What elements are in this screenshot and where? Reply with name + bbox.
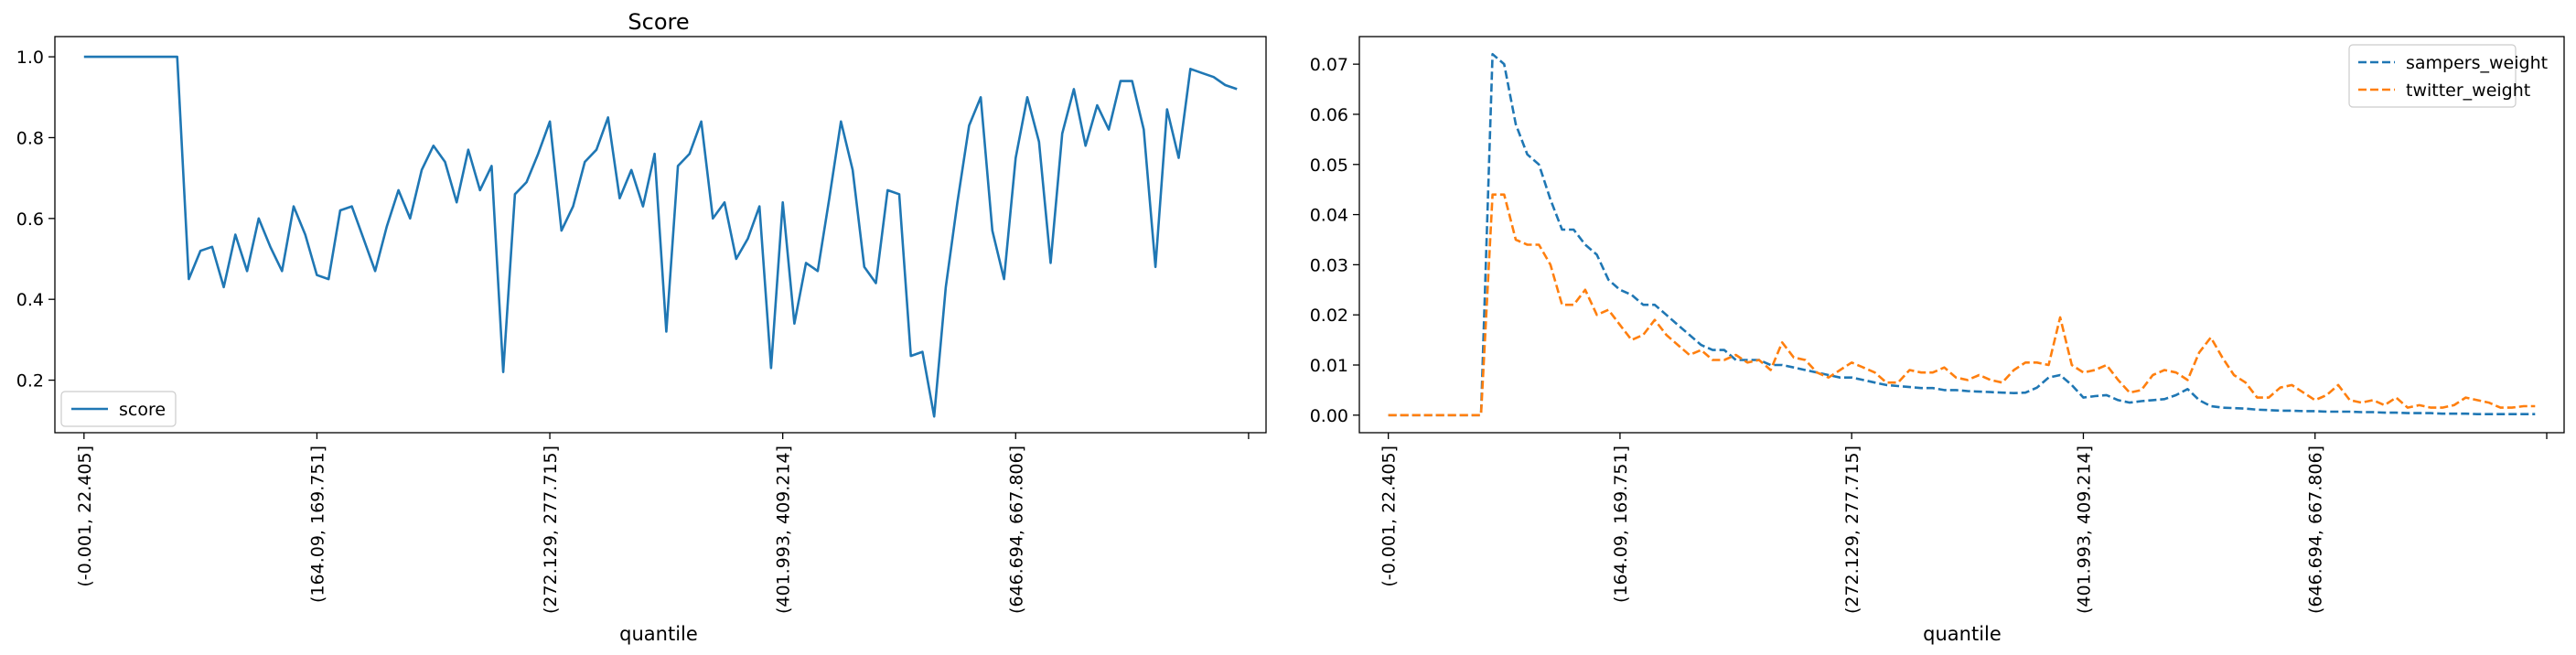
y-tick-label: 0.00 <box>1310 406 1348 426</box>
y-tick-label: 1.0 <box>16 48 44 68</box>
y-tick-label: 0.03 <box>1310 255 1348 275</box>
y-tick-label: 0.4 <box>16 290 44 310</box>
y-tick-label: 0.6 <box>16 209 44 230</box>
x-tick-label: (272.129, 277.715] <box>1842 446 1862 614</box>
y-tick-label: 0.01 <box>1310 356 1348 376</box>
sampers-weight-legend-label: sampers_weight <box>2406 53 2548 73</box>
score-line <box>83 55 1238 418</box>
weight-legend: sampers_weight twitter_weight <box>2348 44 2548 108</box>
y-tick-label: 0.07 <box>1310 55 1348 75</box>
score-x-axis-title: quantile <box>619 623 698 645</box>
score-legend-box <box>60 391 177 427</box>
y-tick-label: 0.05 <box>1310 156 1348 176</box>
weight-x-axis-title: quantile <box>1923 623 2002 645</box>
y-tick-label: 0.2 <box>16 371 44 392</box>
y-tick-label: 0.02 <box>1310 306 1348 326</box>
x-tick-label: (646.694, 667.806] <box>2306 446 2326 614</box>
x-tick-label: (-0.001, 22.405] <box>75 446 95 587</box>
weight-legend-box <box>2348 44 2517 108</box>
axes-frame <box>54 36 1267 434</box>
x-tick-label: (401.993, 409.214] <box>2075 446 2095 614</box>
x-tick-label: (-0.001, 22.405] <box>1379 446 1400 587</box>
score-chart-panel: 0.2 0.4 0.6 0.8 1.0 (-0.001, 22.405] (164.09, … <box>16 9 1267 645</box>
y-tick-label: 0.8 <box>16 128 44 148</box>
axes-frame <box>1358 36 2565 434</box>
weight-plot-area: 0.00 0.01 0.02 0.03 0.04 0.05 0.06 0.07 (-0.001,… <box>1310 36 2565 614</box>
weight-chart-panel: 0.00 0.01 0.02 0.03 0.04 0.05 0.06 0.07 (-0.001,… <box>1310 36 2565 645</box>
y-tick-label: 0.06 <box>1310 105 1348 125</box>
x-tick-label: (401.993, 409.214] <box>774 446 794 614</box>
twitter-weight-legend-label: twitter_weight <box>2406 81 2530 101</box>
y-tick-label: 0.04 <box>1310 206 1348 226</box>
x-tick-label: (164.09, 169.751] <box>1611 446 1631 603</box>
twitter-weight-line <box>1388 193 2536 417</box>
sampers-weight-line <box>1388 52 2536 417</box>
score-chart-title: Score <box>628 9 689 35</box>
score-plot-area: 0.2 0.4 0.6 0.8 1.0 (-0.001, 22.405] (164.09, … <box>16 36 1267 614</box>
x-tick-label: (272.129, 277.715] <box>541 446 561 614</box>
x-tick-label: (646.694, 667.806] <box>1006 446 1026 614</box>
score-legend: score <box>60 391 177 427</box>
x-tick-label: (164.09, 169.751] <box>307 446 327 603</box>
score-legend-label: score <box>119 400 166 420</box>
